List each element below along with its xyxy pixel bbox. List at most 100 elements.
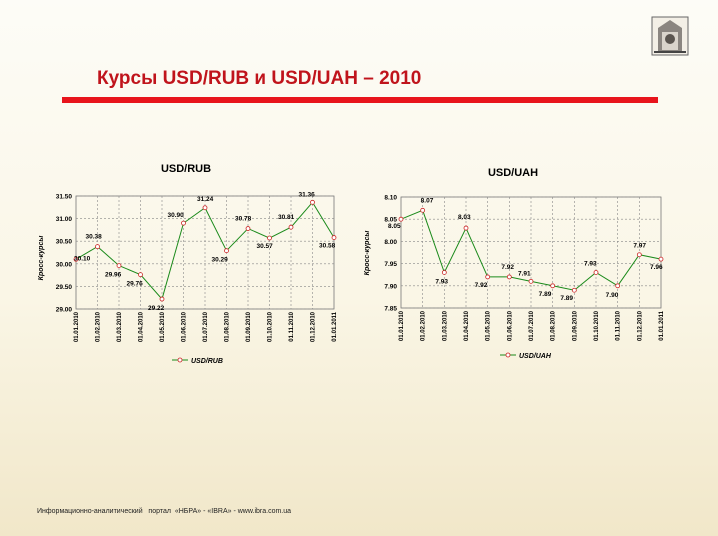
data-label: 30.29 <box>212 257 229 264</box>
data-point <box>138 272 143 278</box>
y-tick-label: 30.50 <box>56 239 73 246</box>
data-label: 7.92 <box>475 282 488 289</box>
data-point <box>593 270 599 275</box>
x-tick-label: 01.09.2010 <box>572 310 578 341</box>
x-tick-label: 01.06.2010 <box>182 311 188 342</box>
data-label: 31.36 <box>299 191 316 198</box>
data-point <box>310 199 315 205</box>
data-point <box>181 220 186 226</box>
y-tick-label: 29.50 <box>56 284 73 291</box>
x-tick-label: 01.02.2010 <box>421 310 427 341</box>
y-tick-label: 8.00 <box>384 239 397 246</box>
x-tick-label: 01.06.2010 <box>507 310 513 341</box>
data-label: 30.57 <box>257 243 274 250</box>
data-point <box>441 270 447 275</box>
legend-marker <box>505 352 511 358</box>
x-tick-label: 01.03.2010 <box>117 311 123 342</box>
x-tick-label: 01.01.2010 <box>74 311 80 342</box>
data-label: 29.22 <box>148 305 165 312</box>
data-point <box>95 244 100 250</box>
data-point <box>506 274 512 280</box>
data-point <box>463 225 469 231</box>
x-tick-label: 01.11.2010 <box>289 311 295 341</box>
x-tick-label: 01.07.2010 <box>203 311 209 342</box>
chart-legend: USD/UAH <box>500 352 552 360</box>
data-point <box>73 256 79 262</box>
data-point <box>267 235 272 241</box>
page-title: Курсы USD/RUB и USD/UAH – 2010 <box>97 68 422 89</box>
chart-title: USD/UAH <box>488 167 538 179</box>
data-label: 30.78 <box>235 216 252 223</box>
data-point <box>202 205 208 211</box>
data-point <box>224 248 229 254</box>
data-point <box>116 263 122 269</box>
data-point <box>331 235 337 240</box>
legend-label: USD/RUB <box>191 358 223 365</box>
title-underline <box>62 97 658 103</box>
x-tick-label: 01.04.2010 <box>139 311 145 342</box>
usd-rub-chart: USD/RUB Кросс-курсы USD/RUB 29.00 29.50 30… <box>38 163 338 365</box>
data-label: 7.93 <box>584 260 597 267</box>
x-tick-label: 01.08.2010 <box>551 310 557 341</box>
x-tick-label: 01.01.2010 <box>399 310 405 341</box>
chart-legend: USD/RUB <box>172 357 223 365</box>
footer-source: Информационно-аналитический портал «НБРА… <box>37 508 292 515</box>
usd-uah-chart: USD/UAH Кросс-курсы USD/UAH 7.85 7.90 7.95… <box>364 167 665 360</box>
x-tick-label: 01.12.2010 <box>637 310 643 341</box>
data-point <box>245 226 251 231</box>
data-label: 7.92 <box>501 264 514 271</box>
data-label: 30.58 <box>319 243 336 250</box>
x-tick-label: 01.10.2010 <box>268 311 274 342</box>
data-label: 7.89 <box>560 295 573 302</box>
data-label: 30.38 <box>86 234 103 241</box>
data-label: 7.97 <box>633 243 646 250</box>
data-label: 30.10 <box>74 255 91 262</box>
x-tick-label: 01.09.2010 <box>246 311 252 342</box>
chart-title: USD/RUB <box>161 163 211 175</box>
x-tick-label: 01.10.2010 <box>594 310 600 341</box>
data-label: 7.91 <box>518 270 531 277</box>
data-label: 29.76 <box>127 281 144 288</box>
x-tick-label: 01.03.2010 <box>442 310 448 341</box>
y-tick-label: 7.90 <box>384 283 397 290</box>
data-label: 29.96 <box>105 272 122 279</box>
x-tick-label: 01.07.2010 <box>529 310 535 341</box>
data-point <box>550 283 556 289</box>
data-point <box>615 283 621 289</box>
data-label: 8.03 <box>458 214 471 221</box>
y-axis-label: Кросс-курсы <box>364 231 371 276</box>
x-tick-label: 01.05.2010 <box>160 311 166 342</box>
data-point <box>636 252 642 258</box>
y-axis-label: Кросс-курсы <box>38 236 45 281</box>
data-point <box>571 287 577 293</box>
data-label: 8.07 <box>421 197 434 204</box>
x-tick-label: 01.12.2010 <box>311 311 317 342</box>
y-tick-label: 30.00 <box>56 261 73 268</box>
data-label: 30.90 <box>168 212 185 219</box>
y-tick-label: 31.50 <box>56 194 73 201</box>
data-label: 8.05 <box>388 223 401 230</box>
data-label: 7.93 <box>435 278 448 285</box>
y-tick-label: 31.00 <box>56 216 73 223</box>
data-point <box>485 274 491 280</box>
y-tick-label: 8.05 <box>384 217 397 224</box>
legend-marker <box>177 357 183 363</box>
data-label: 31.24 <box>197 196 214 203</box>
x-tick-label: 01.05.2010 <box>486 310 492 341</box>
data-label: 7.90 <box>606 292 619 299</box>
y-tick-label: 8.10 <box>384 195 397 202</box>
data-label: 7.96 <box>650 264 663 271</box>
data-point <box>398 216 404 222</box>
data-point <box>288 224 294 230</box>
data-point <box>528 278 534 284</box>
y-tick-label: 7.95 <box>384 261 397 268</box>
x-tick-label: 01.08.2010 <box>225 311 231 342</box>
x-tick-label: 01.02.2010 <box>96 311 102 342</box>
x-tick-label: 01.04.2010 <box>464 310 470 341</box>
y-tick-label: 29.00 <box>56 307 73 314</box>
data-label: 30.81 <box>278 214 295 221</box>
data-point <box>159 296 165 302</box>
x-tick-label: 01.01.2011 <box>659 310 665 340</box>
ibra-logo <box>651 16 689 56</box>
